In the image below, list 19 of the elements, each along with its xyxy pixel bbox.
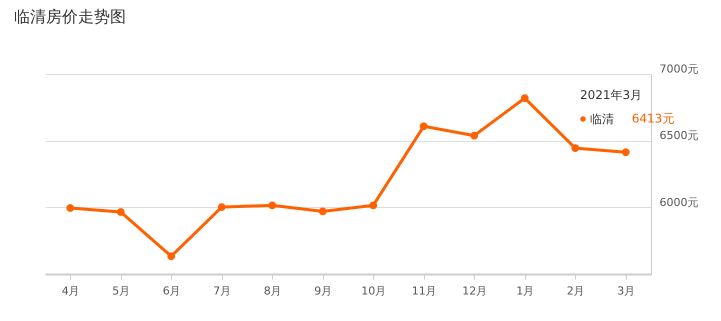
x-tick-label: 5月	[112, 284, 130, 298]
chart-title: 临清房价走势图	[14, 7, 126, 26]
legend-label: 临清	[590, 112, 614, 126]
x-tick-label: 12月	[462, 284, 488, 298]
x-tick-label: 2月	[566, 284, 585, 298]
x-tick-label: 3月	[617, 284, 636, 298]
x-tick-label: 10月	[361, 284, 386, 298]
x-tick-label: 7月	[213, 284, 232, 298]
y-tick-label: 6500元	[660, 129, 698, 142]
x-tick-label: 6月	[162, 284, 181, 298]
y-tick-label: 6000元	[660, 196, 698, 209]
x-tick-label: 11月	[412, 284, 437, 298]
x-tick-label: 8月	[264, 284, 282, 298]
annotation: 2021年3月	[580, 88, 642, 102]
y-tick-label: 7000元	[660, 62, 698, 76]
x-tick-label: 1月	[516, 284, 534, 298]
x-tick-label: 9月	[314, 284, 332, 298]
data-label: 6413元	[632, 111, 674, 126]
x-tick-label: 4月	[62, 284, 80, 298]
